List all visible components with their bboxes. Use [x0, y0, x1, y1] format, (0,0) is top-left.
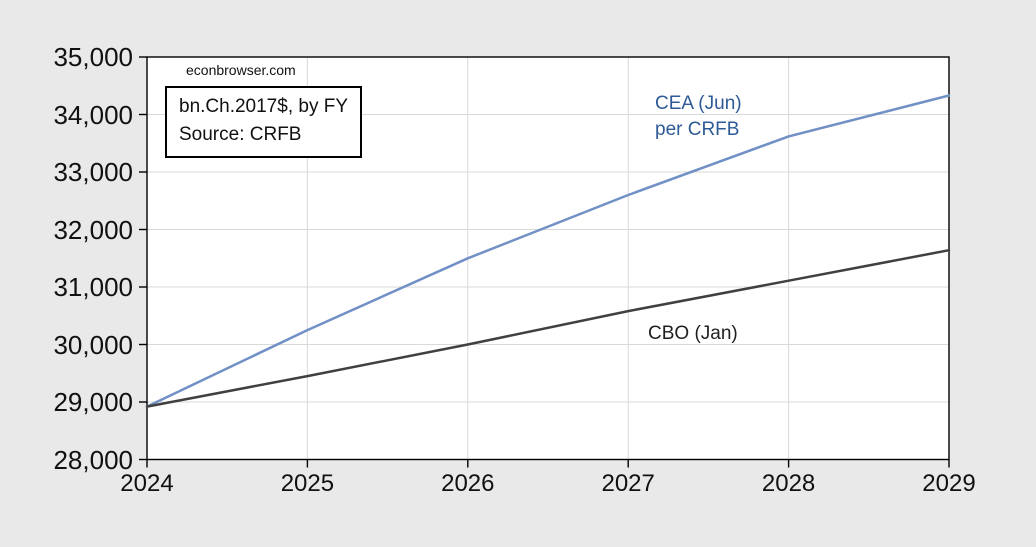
series-line-cbo — [145, 248, 951, 408]
x-axis-tick-label: 2027 — [601, 469, 655, 497]
y-axis-tick-label: 31,000 — [53, 272, 133, 302]
series-label-cea: CEA (Jun) per CRFB — [655, 91, 742, 143]
y-axis-tick-label: 34,000 — [53, 99, 133, 130]
series-label-cea-line1: CEA (Jun) — [655, 93, 742, 114]
y-axis-tick-label: 29,000 — [53, 387, 133, 417]
note-units: bn.Ch.2017$, by FY — [179, 96, 348, 117]
y-axis-tick-label: 32,000 — [53, 214, 133, 245]
y-axis-tick-label: 30,000 — [53, 329, 133, 360]
x-axis-tick-label: 2026 — [441, 469, 495, 497]
watermark-text: econbrowser.com — [186, 62, 296, 78]
x-axis-tick-label: 2024 — [120, 469, 174, 497]
series-label-cbo: CBO (Jan) — [648, 323, 738, 344]
y-axis-tick-label: 28,000 — [53, 444, 133, 475]
note-source: Source: CRFB — [179, 124, 302, 145]
y-axis-tick-label: 35,000 — [53, 42, 133, 72]
x-axis-tick-label: 2029 — [922, 469, 976, 497]
x-axis-tick-label: 2025 — [280, 469, 335, 497]
x-axis-tick-label: 2028 — [761, 469, 816, 497]
note-box: bn.Ch.2017$, by FY Source: CRFB — [165, 86, 362, 158]
plot-frame — [146, 56, 950, 461]
series-line-cea — [145, 94, 951, 408]
series-label-cea-line2: per CRFB — [655, 119, 740, 140]
y-axis-tick-label: 33,000 — [53, 157, 133, 187]
